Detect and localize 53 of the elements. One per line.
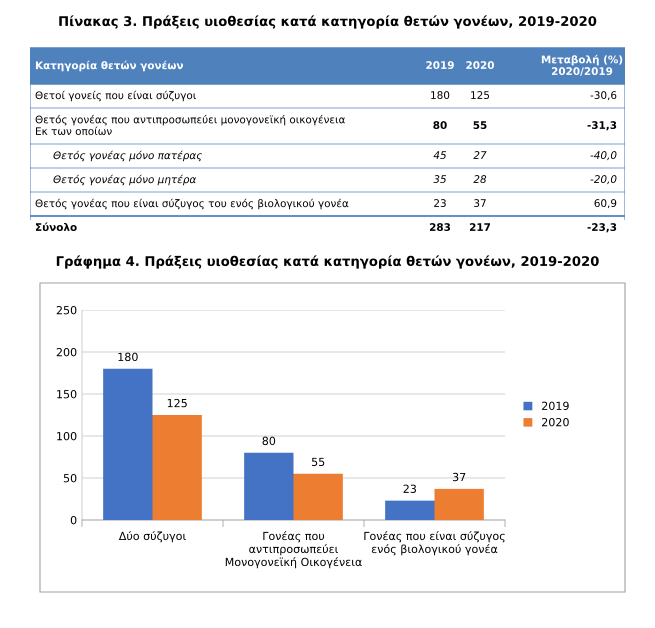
text: Θετός γονέας μόνο μητέρα — [53, 174, 196, 186]
x-tick-label: Γονέας που αντιπροσωπεύει Μονογονεϊκή Οικογένεια — [226, 531, 362, 568]
x-tick-label: Γονέας που είναι σύζυγος ενός βιολογικού γονέα — [364, 531, 505, 556]
text: Θετοί γονείς που είναι σύζυγοι — [36, 90, 196, 102]
text: 27 — [473, 151, 487, 159]
y-tick-label: 50 — [64, 474, 76, 482]
data-label: 55 — [312, 458, 324, 466]
text: 80 — [433, 121, 447, 130]
bar — [294, 474, 343, 520]
text: Θετός γονέας μόνο πατέρας — [53, 150, 202, 162]
bar — [244, 452, 294, 520]
text: Πίνακας 3. Πράξεις υιοθεσίας κατά κατηγορία θετών γονέων, 2019-2020 — [59, 15, 596, 29]
text: 125 — [471, 91, 490, 100]
y-tick-label: 250 — [56, 306, 76, 314]
x-tick-label: Δύο σύζυγοι — [118, 531, 186, 542]
text: 55 — [474, 121, 487, 130]
data-label: 125 — [168, 398, 187, 408]
text: 37 — [474, 199, 486, 208]
text: 45 — [434, 151, 446, 160]
y-tick-label: 100 — [57, 432, 76, 440]
text: 2019 — [426, 61, 454, 70]
text: Μεταβολή (%) 2020/2019 — [542, 54, 622, 76]
text: 217 — [470, 223, 490, 231]
text: -30,6 — [590, 91, 616, 100]
text: 23 — [434, 199, 446, 208]
y-tick-label: 200 — [56, 348, 76, 356]
bar — [434, 488, 484, 520]
data-label: 37 — [452, 472, 466, 482]
text: Θετός γονέας που αντιπροσωπεύει μονογονεϊκή οικογένεια Εκ των οποίων — [36, 114, 345, 136]
text: Σύνολο — [36, 222, 77, 232]
y-tick-label: 150 — [57, 390, 76, 398]
text: -23,3 — [588, 223, 616, 232]
text: -31,3 — [588, 121, 616, 130]
text: Κατηγορία θετών γονέων — [36, 60, 184, 72]
y-tick-label: 0 — [70, 516, 76, 524]
data-label: 23 — [404, 484, 416, 493]
data-label: 80 — [262, 436, 276, 446]
text: 35 — [433, 175, 446, 184]
data-label: 180 — [118, 352, 138, 362]
bar — [152, 415, 202, 520]
bar — [385, 500, 434, 520]
text: 283 — [430, 223, 450, 232]
text: 28 — [473, 175, 486, 184]
legend-label: 2020 — [542, 418, 569, 426]
text: 60,9 — [594, 199, 616, 208]
legend-label: 2019 — [542, 402, 569, 410]
text: Θετός γονέας που είναι σύζυγος του ενός βιολογικού γονέα — [36, 198, 348, 210]
text: -40,0 — [590, 151, 616, 160]
text: 180 — [431, 91, 450, 100]
chart-title: Γράφημα 4. Πράξεις υιοθεσίας κατά κατηγορία θετών γονέων, 2019-2020 — [56, 255, 599, 269]
bar — [103, 368, 152, 520]
text: 2020 — [466, 61, 494, 70]
text: -20,0 — [590, 175, 616, 184]
